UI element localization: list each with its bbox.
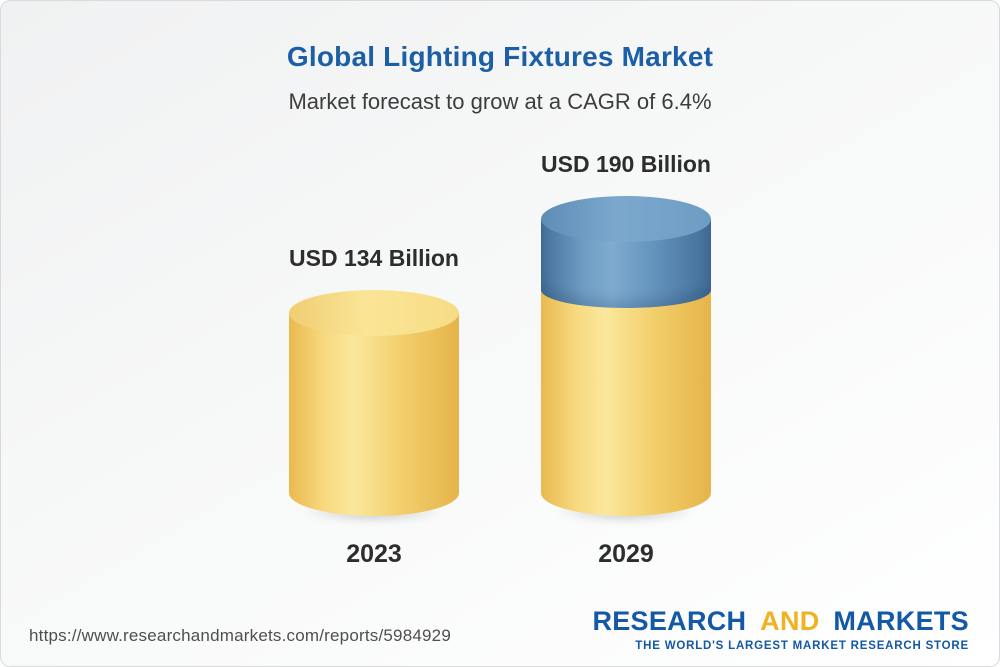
logo-wordmark: RESEARCH AND MARKETS <box>592 607 969 635</box>
chart-subtitle: Market forecast to grow at a CAGR of 6.4… <box>288 89 712 114</box>
logo-word-and: AND <box>760 606 820 636</box>
header: Global Lighting Fixtures Market Market f… <box>1 1 999 115</box>
year-label-2029: 2029 <box>598 540 654 568</box>
logo-word-markets: MARKETS <box>833 606 969 636</box>
cylinder-2023 <box>273 290 475 529</box>
bar-2023: USD 134 Billion 2023 <box>273 244 475 568</box>
base-segment-2023 <box>289 313 459 516</box>
research-and-markets-logo: RESEARCH AND MARKETS THE WORLD'S LARGEST… <box>592 607 969 652</box>
cylinder-cap-2023 <box>289 290 459 336</box>
report-url[interactable]: https://www.researchandmarkets.com/repor… <box>29 626 451 645</box>
logo-tagline: THE WORLD'S LARGEST MARKET RESEARCH STOR… <box>635 640 969 652</box>
bar-2029: USD 190 Billion 2029 <box>525 150 727 568</box>
cylinder-cap-2029 <box>541 196 711 242</box>
value-label-2023: USD 134 Billion <box>289 245 459 271</box>
logo-word-research: RESEARCH <box>592 606 747 636</box>
base-segment-2029 <box>541 290 711 516</box>
cylinder-chart: USD 134 Billion 2023 USD 190 Billion 202… <box>1 150 999 568</box>
year-label-2023: 2023 <box>346 540 402 568</box>
value-label-2029: USD 190 Billion <box>541 151 711 177</box>
cylinder-2029 <box>525 196 727 529</box>
chart-title: Global Lighting Fixtures Market <box>286 41 714 72</box>
